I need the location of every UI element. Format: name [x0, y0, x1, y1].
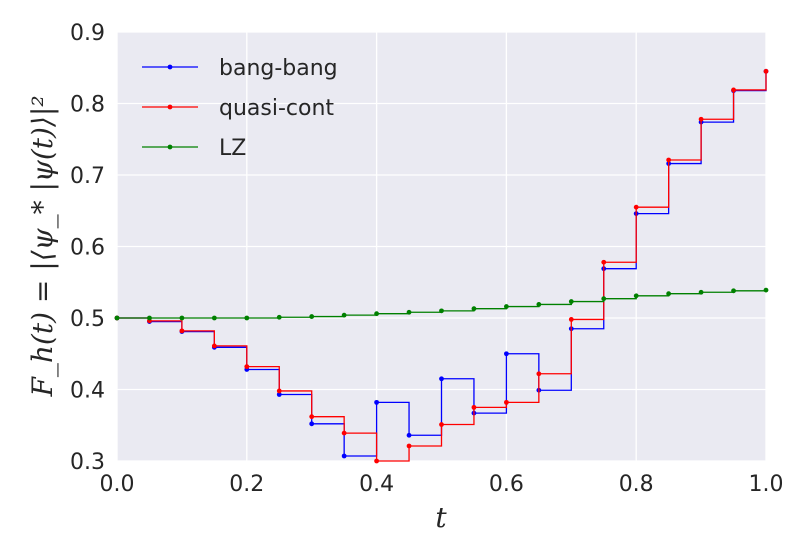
data-point-quasi-cont	[439, 422, 444, 427]
legend-marker-quasi-cont	[167, 104, 173, 110]
tick-labels: 0.0 0.2 0.4 0.6 0.8 1.0 0.3 0.4 0.5 0.6 0.7 0.8 0.9	[70, 21, 784, 497]
data-point-lz	[471, 306, 477, 312]
data-point-quasi-cont	[471, 404, 477, 410]
data-point-lz	[244, 315, 250, 321]
data-point-lz	[504, 304, 509, 309]
y-tick-label: 0.5	[70, 307, 105, 332]
data-point-lz	[698, 289, 704, 295]
y-tick-label: 0.7	[70, 164, 105, 189]
data-point-lz	[276, 314, 282, 320]
data-point-quasi-cont	[698, 116, 704, 122]
y-tick-label: 0.8	[70, 93, 105, 118]
data-point-quasi-cont	[731, 87, 736, 93]
data-point-bang-bang	[309, 421, 315, 427]
series-layer	[114, 68, 769, 464]
data-point-lz	[731, 288, 736, 294]
data-point-lz	[341, 312, 347, 318]
data-point-lz	[763, 287, 769, 293]
legend-marker-lz	[167, 144, 173, 150]
data-point-lz	[633, 293, 639, 299]
data-point-bang-bang	[374, 399, 379, 405]
data-point-quasi-cont	[633, 204, 639, 210]
data-point-lz	[666, 291, 672, 297]
y-tick-label: 0.6	[70, 236, 105, 261]
y-tick-label: 0.9	[70, 21, 105, 46]
data-point-quasi-cont	[406, 443, 412, 449]
data-point-bang-bang	[439, 376, 444, 382]
x-tick-label: 0.0	[100, 472, 135, 497]
data-point-lz	[309, 314, 315, 319]
x-tick-label: 0.6	[489, 472, 524, 497]
y-tick-label: 0.3	[70, 450, 105, 475]
data-point-lz	[439, 308, 444, 314]
data-point-lz	[114, 315, 120, 321]
data-point-quasi-cont	[601, 259, 607, 265]
data-point-lz	[211, 315, 217, 321]
data-point-quasi-cont	[568, 317, 574, 322]
data-point-bang-bang	[276, 392, 282, 397]
data-point-quasi-cont	[179, 328, 185, 334]
data-point-lz	[536, 302, 542, 307]
data-point-bang-bang	[406, 432, 412, 438]
data-point-quasi-cont	[309, 414, 315, 420]
data-point-bang-bang	[341, 453, 347, 459]
data-point-quasi-cont	[211, 343, 217, 349]
x-tick-label: 0.8	[619, 472, 654, 497]
data-point-quasi-cont	[504, 399, 509, 405]
x-tick-label: 0.4	[359, 472, 394, 497]
data-point-lz	[568, 299, 574, 304]
data-point-lz	[601, 296, 607, 302]
data-point-lz	[147, 315, 152, 321]
y-axis-label: F_h(t) = |⟨ψ_* |ψ(t)⟩|²	[26, 95, 59, 397]
data-point-bang-bang	[504, 351, 509, 357]
legend-marker-bang-bang	[167, 64, 173, 70]
data-point-lz	[406, 309, 412, 315]
data-point-quasi-cont	[536, 371, 542, 377]
data-point-quasi-cont	[666, 157, 672, 163]
x-axis-label: t	[435, 501, 447, 534]
data-point-quasi-cont	[374, 458, 379, 464]
legend-label-bang-bang: bang-bang	[219, 56, 338, 81]
legend-label-quasi-cont: quasi-cont	[219, 96, 334, 121]
data-point-lz	[374, 311, 379, 317]
data-point-quasi-cont	[244, 364, 250, 370]
data-point-quasi-cont	[276, 388, 282, 394]
data-point-quasi-cont	[341, 430, 347, 436]
data-point-lz	[179, 315, 185, 321]
y-tick-label: 0.4	[70, 379, 105, 404]
x-tick-label: 0.2	[229, 472, 264, 497]
legend-label-lz: LZ	[219, 136, 246, 161]
data-point-quasi-cont	[763, 68, 769, 74]
legend: bang-bang quasi-cont LZ	[142, 56, 338, 161]
x-tick-label: 1.0	[749, 472, 784, 497]
